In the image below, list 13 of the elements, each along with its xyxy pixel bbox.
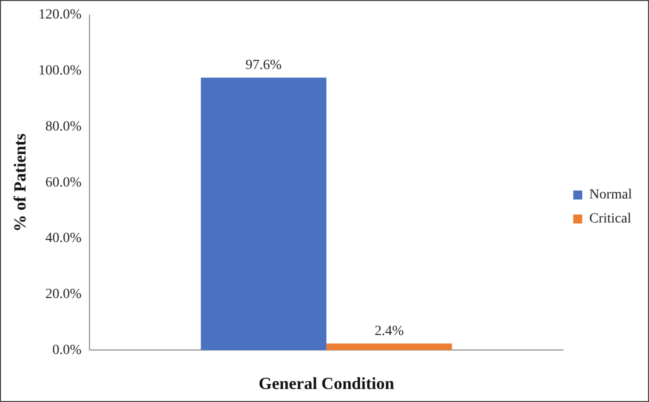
y-tick-label: 40.0%: [45, 231, 82, 246]
y-tick-label: 0.0%: [52, 342, 82, 358]
y-tick-label: 20.0%: [45, 287, 82, 302]
x-axis-title: General Condition: [258, 374, 395, 394]
data-label: 2.4%: [374, 324, 404, 340]
y-tick-label: 60.0%: [45, 175, 82, 190]
y-tick-label: 80.0%: [45, 119, 82, 134]
legend-label: Critical: [589, 212, 632, 227]
data-label: 97.6%: [246, 58, 282, 74]
y-tick-label: 100.0%: [38, 64, 82, 79]
y-axis-title: % of Patients: [10, 133, 30, 232]
legend-label: Normal: [589, 188, 632, 203]
y-tick-label: 120.0%: [38, 8, 82, 23]
